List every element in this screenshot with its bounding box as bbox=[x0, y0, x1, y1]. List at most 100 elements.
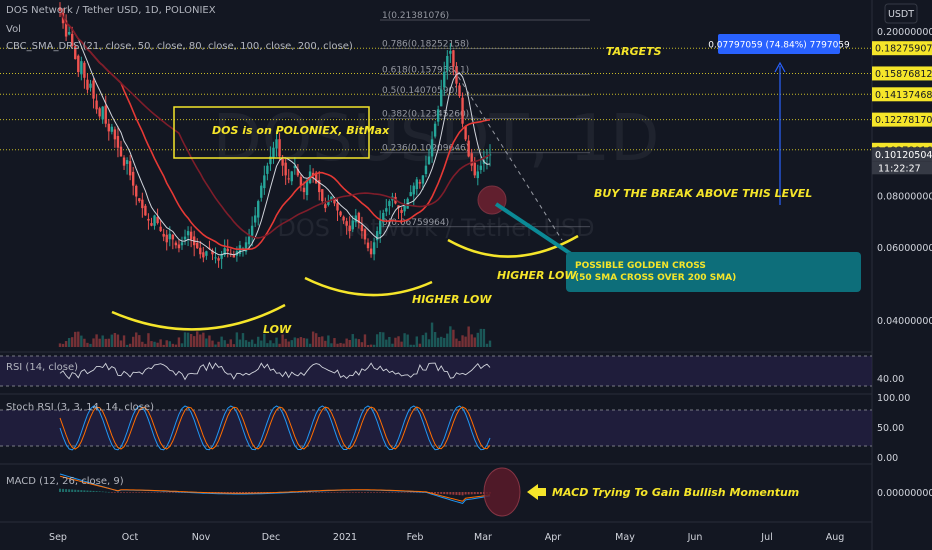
volume-bar bbox=[473, 337, 476, 347]
macd-legend[interactable]: MACD (12, 26, close, 9) bbox=[6, 476, 124, 487]
volume-bar bbox=[250, 339, 254, 347]
volume-bar bbox=[366, 344, 370, 347]
fib-label: 0(0.06759964) bbox=[382, 218, 449, 228]
macd-histogram-bar bbox=[318, 492, 321, 493]
higher-low-arc-right[interactable] bbox=[447, 234, 579, 258]
volume-bar bbox=[379, 331, 382, 347]
macd-histogram-bar bbox=[473, 492, 476, 495]
volume-bar bbox=[418, 343, 422, 347]
candle-body bbox=[400, 209, 403, 213]
price-tag[interactable] bbox=[872, 66, 932, 81]
volume-bar bbox=[351, 334, 354, 347]
dos-exchange-text: DOS is on POLONIEX, BitMax bbox=[212, 124, 390, 137]
candle-body bbox=[473, 162, 476, 176]
price-axis-tick: 0.04000000 bbox=[877, 316, 932, 327]
candle-body bbox=[424, 165, 428, 175]
volume-bar bbox=[98, 338, 101, 347]
volume-bar bbox=[345, 338, 348, 347]
higher-low-mid-text: HIGHER LOW bbox=[412, 293, 492, 306]
volume-bar bbox=[314, 333, 318, 347]
measure-label-box bbox=[718, 34, 840, 54]
macd-signal-line bbox=[59, 475, 491, 502]
stoch-axis-tick-50: 50.00 bbox=[877, 423, 904, 434]
volume-bar bbox=[150, 341, 153, 347]
currency-button[interactable] bbox=[884, 3, 918, 24]
candle-body bbox=[403, 205, 406, 212]
low-arc[interactable] bbox=[111, 303, 286, 331]
dos-exchange-box[interactable] bbox=[173, 106, 370, 159]
volume-bar bbox=[470, 334, 473, 347]
volume-bar bbox=[269, 340, 272, 347]
candle-body bbox=[125, 160, 129, 164]
candle-body bbox=[388, 201, 391, 207]
volume-bar bbox=[400, 341, 403, 347]
price-axis[interactable]: 0.20000000 0.08000000 0.06000000 0.04000000… bbox=[872, 27, 932, 327]
macd-histogram-bar bbox=[229, 492, 232, 494]
volume-bar bbox=[202, 332, 205, 347]
candle-body bbox=[196, 242, 199, 249]
rsi-band bbox=[0, 356, 872, 386]
macd-histogram-bar bbox=[126, 492, 129, 493]
macd-histogram-bar bbox=[394, 492, 397, 493]
volume-bar bbox=[427, 339, 431, 347]
volume-bar bbox=[138, 335, 141, 347]
volume-bar bbox=[330, 343, 333, 347]
rsi-legend[interactable]: RSI (14, close) bbox=[6, 362, 78, 373]
macd-histogram-bar bbox=[367, 492, 370, 493]
volume-bar bbox=[125, 344, 129, 347]
price-tag[interactable] bbox=[872, 147, 932, 162]
candle-body bbox=[302, 187, 306, 193]
sma-legend[interactable]: CBC_SMA_DRS (21, close, 50, close, 80, c… bbox=[6, 41, 353, 52]
symbol-legend[interactable]: DOS Network / Tether USD, 1D, POLONIEX bbox=[6, 5, 216, 16]
macd-histogram-bar bbox=[83, 490, 86, 492]
golden-cross-line2: (50 SMA CROSS OVER 200 SMA) bbox=[575, 273, 736, 283]
volume-bar bbox=[153, 341, 156, 347]
candle-body bbox=[372, 242, 376, 255]
volume-bar bbox=[80, 335, 83, 347]
candle-body bbox=[342, 216, 345, 221]
volume-bar bbox=[83, 338, 86, 347]
fib-retracement[interactable]: 1(0.21381076) 0.786(0.18252158) 0.618(0.15… bbox=[380, 11, 590, 228]
time-axis-tick: Nov bbox=[192, 532, 211, 543]
volume-bar bbox=[214, 344, 217, 347]
macd-histogram-bar bbox=[101, 491, 104, 493]
candle-body bbox=[144, 205, 147, 216]
macd-histogram-bar bbox=[153, 492, 156, 493]
candle-body bbox=[476, 171, 480, 179]
macd-circle[interactable] bbox=[483, 467, 521, 517]
macd-histogram-bar bbox=[406, 492, 409, 493]
macd-histogram-bar bbox=[119, 492, 122, 493]
candle-body bbox=[321, 189, 324, 202]
volume-bar bbox=[385, 339, 388, 347]
candle-body bbox=[281, 159, 284, 166]
macd-histogram-bar bbox=[370, 492, 373, 493]
price-tag[interactable] bbox=[872, 112, 932, 127]
golden-cross-box[interactable] bbox=[566, 252, 861, 292]
volume-bar bbox=[342, 343, 345, 347]
volume-bar bbox=[327, 335, 330, 347]
candle-body bbox=[293, 165, 297, 169]
macd-histogram-bar bbox=[443, 492, 446, 495]
macd-arrow bbox=[527, 484, 546, 500]
volume-bar bbox=[339, 342, 342, 347]
volume-bar bbox=[260, 340, 263, 347]
trend-line[interactable] bbox=[453, 69, 563, 241]
price-axis-tick: 0.20000000 bbox=[877, 27, 932, 38]
time-axis[interactable]: Sep Oct Nov Dec 2021 Feb Mar Apr May Jun Jul Aug bbox=[49, 532, 844, 543]
macd-histogram-bar bbox=[226, 492, 229, 494]
candle-body bbox=[116, 136, 120, 148]
macd-histogram-bar bbox=[89, 490, 92, 492]
candle-body bbox=[348, 225, 351, 232]
candle-body bbox=[382, 212, 385, 223]
stoch-legend[interactable]: Stoch RSI (3, 3, 14, 14, close) bbox=[6, 402, 154, 413]
higher-low-arc-mid[interactable] bbox=[304, 276, 433, 297]
candle-body bbox=[290, 171, 293, 182]
price-tag[interactable] bbox=[872, 87, 932, 102]
candle-body bbox=[339, 211, 342, 216]
volume-legend[interactable]: Vol bbox=[6, 24, 21, 35]
price-tag[interactable] bbox=[872, 41, 932, 56]
macd-histogram-bar bbox=[434, 492, 437, 494]
golden-cross-pointer[interactable] bbox=[494, 202, 576, 258]
